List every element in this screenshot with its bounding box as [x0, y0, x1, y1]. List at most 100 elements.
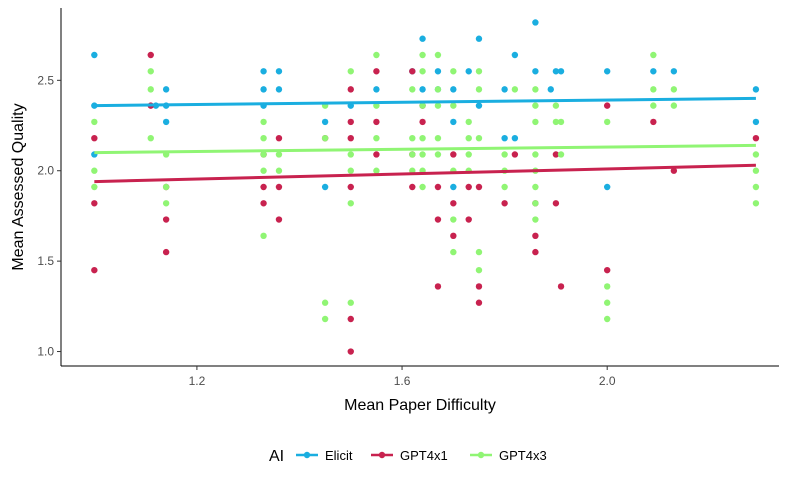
- point-gpt4x3: [752, 200, 760, 207]
- point-gpt4x3: [321, 315, 329, 323]
- point-gpt4x3: [91, 118, 98, 126]
- y-tick-label: 2.5: [37, 73, 54, 87]
- point-elicit: [91, 51, 98, 59]
- point-gpt4x3: [501, 183, 508, 191]
- point-elicit: [475, 102, 483, 109]
- point-gpt4x3: [91, 167, 98, 174]
- point-gpt4x3: [275, 151, 283, 158]
- point-gpt4x1: [434, 183, 442, 191]
- point-gpt4x3: [419, 134, 426, 142]
- point-elicit: [465, 68, 472, 75]
- point-gpt4x1: [552, 200, 560, 207]
- point-gpt4x3: [501, 151, 508, 158]
- point-elicit: [321, 183, 329, 191]
- point-elicit: [162, 86, 170, 93]
- point-gpt4x1: [475, 183, 483, 191]
- point-gpt4x3: [419, 151, 426, 158]
- point-gpt4x3: [419, 68, 426, 75]
- legend: AI Elicit GPT4x1 GPT4x3: [269, 448, 547, 465]
- legend-key-point: [303, 451, 311, 459]
- point-gpt4x1: [409, 183, 416, 191]
- points-layer: [91, 19, 760, 355]
- point-gpt4x3: [603, 299, 611, 306]
- point-gpt4x3: [670, 102, 678, 109]
- point-gpt4x1: [275, 216, 283, 223]
- point-gpt4x3: [475, 134, 483, 142]
- point-gpt4x3: [409, 86, 416, 93]
- point-gpt4x3: [434, 134, 442, 142]
- point-gpt4x1: [162, 248, 170, 256]
- point-elicit: [434, 68, 442, 75]
- point-gpt4x3: [532, 151, 539, 158]
- point-gpt4x1: [373, 68, 380, 75]
- point-gpt4x3: [557, 118, 565, 126]
- point-elicit: [547, 86, 554, 93]
- point-gpt4x1: [450, 151, 457, 158]
- point-elicit: [260, 68, 267, 75]
- point-gpt4x3: [373, 134, 380, 142]
- point-gpt4x1: [373, 151, 380, 158]
- y-tick-label: 1.5: [37, 254, 54, 268]
- point-gpt4x3: [419, 183, 426, 191]
- point-gpt4x3: [603, 283, 611, 290]
- point-elicit: [670, 68, 678, 75]
- point-gpt4x3: [650, 102, 657, 109]
- point-gpt4x3: [475, 266, 483, 274]
- legend-key-point: [477, 451, 485, 459]
- point-elicit: [650, 68, 657, 75]
- point-gpt4x3: [450, 216, 457, 223]
- point-gpt4x3: [275, 167, 283, 174]
- trend-layer: [94, 96, 756, 184]
- point-gpt4x3: [603, 118, 611, 126]
- point-gpt4x1: [275, 183, 283, 191]
- point-gpt4x3: [465, 151, 472, 158]
- point-gpt4x1: [450, 232, 457, 240]
- point-elicit: [603, 68, 611, 75]
- point-gpt4x3: [465, 118, 472, 126]
- x-tick-label: 1.6: [394, 374, 411, 388]
- point-gpt4x3: [347, 151, 354, 158]
- point-gpt4x3: [434, 51, 442, 59]
- point-gpt4x3: [419, 51, 426, 59]
- point-gpt4x3: [752, 183, 760, 191]
- point-gpt4x3: [147, 86, 154, 93]
- point-gpt4x1: [373, 118, 380, 126]
- point-gpt4x3: [409, 134, 416, 142]
- point-elicit: [450, 183, 457, 191]
- point-gpt4x1: [260, 200, 267, 207]
- point-gpt4x3: [532, 118, 539, 126]
- point-gpt4x3: [752, 151, 760, 158]
- legend-item-elicit: Elicit: [296, 448, 353, 463]
- legend-item-gpt4x1: GPT4x1: [371, 448, 448, 463]
- point-elicit: [475, 35, 483, 42]
- point-elicit: [419, 86, 426, 93]
- point-elicit: [321, 118, 329, 126]
- y-axis-title: Mean Assessed Quality: [10, 103, 27, 270]
- point-gpt4x3: [465, 134, 472, 142]
- point-elicit: [450, 86, 457, 93]
- point-gpt4x3: [475, 86, 483, 93]
- point-gpt4x1: [434, 283, 442, 290]
- point-gpt4x1: [434, 216, 442, 223]
- point-gpt4x1: [552, 151, 560, 158]
- point-gpt4x1: [275, 134, 283, 142]
- point-elicit: [162, 118, 170, 126]
- point-gpt4x3: [670, 86, 678, 93]
- point-gpt4x1: [557, 283, 565, 290]
- point-elicit: [511, 134, 519, 142]
- legend-item-gpt4x3: GPT4x3: [470, 448, 547, 463]
- point-gpt4x1: [465, 183, 472, 191]
- point-gpt4x1: [511, 151, 519, 158]
- point-gpt4x3: [450, 248, 457, 256]
- point-gpt4x3: [603, 315, 611, 323]
- point-gpt4x1: [603, 266, 611, 274]
- point-elicit: [557, 68, 565, 75]
- point-gpt4x3: [321, 134, 329, 142]
- point-elicit: [419, 35, 426, 42]
- point-gpt4x1: [752, 134, 760, 142]
- point-elicit: [752, 118, 760, 126]
- x-axis-ticks: 1.2 1.6 2.0: [189, 366, 616, 388]
- point-gpt4x3: [347, 68, 354, 75]
- point-gpt4x3: [147, 134, 154, 142]
- point-gpt4x3: [552, 118, 560, 126]
